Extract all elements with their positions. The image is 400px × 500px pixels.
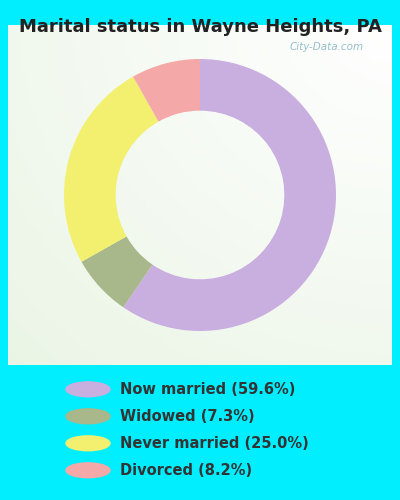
Text: Now married (59.6%): Now married (59.6%) <box>120 382 295 397</box>
Circle shape <box>66 436 110 450</box>
Text: Widowed (7.3%): Widowed (7.3%) <box>120 409 255 424</box>
Text: Never married (25.0%): Never married (25.0%) <box>120 436 309 451</box>
Circle shape <box>66 382 110 396</box>
Circle shape <box>66 463 110 477</box>
Wedge shape <box>123 59 336 331</box>
Wedge shape <box>82 236 152 308</box>
Text: City-Data.com: City-Data.com <box>289 42 363 52</box>
Text: Divorced (8.2%): Divorced (8.2%) <box>120 463 252 478</box>
Wedge shape <box>133 59 200 122</box>
Text: Marital status in Wayne Heights, PA: Marital status in Wayne Heights, PA <box>18 18 382 36</box>
Circle shape <box>66 409 110 424</box>
Wedge shape <box>64 76 158 262</box>
